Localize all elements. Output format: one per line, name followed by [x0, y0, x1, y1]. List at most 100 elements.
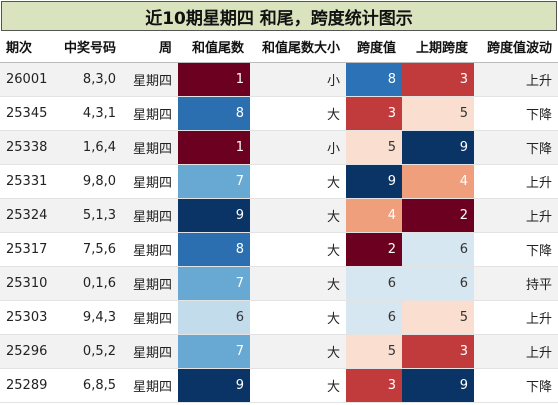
cell-sum-tail-size: 大	[250, 164, 346, 199]
cell-numbers: 8,3,0	[56, 62, 122, 97]
cell-span: 9	[346, 164, 402, 199]
cell-weekday: 星期四	[122, 130, 178, 165]
cell-period: 25345	[0, 96, 56, 131]
cell-prev-span: 2	[402, 198, 474, 233]
cell-weekday: 星期四	[122, 96, 178, 131]
cell-span-trend: 上升	[474, 300, 558, 335]
cell-span-trend: 上升	[474, 62, 558, 97]
cell-sum-tail: 6	[178, 300, 250, 335]
cell-sum-tail: 7	[178, 266, 250, 301]
header-period: 期次	[0, 31, 56, 63]
cell-sum-tail-size: 大	[250, 198, 346, 233]
table-row: 25303 9,4,3 星期四 6 大 6 5 上升	[0, 300, 558, 335]
cell-prev-span: 5	[402, 96, 474, 131]
cell-span-trend: 持平	[474, 266, 558, 301]
cell-span: 6	[346, 266, 402, 301]
cell-weekday: 星期四	[122, 198, 178, 233]
table-row: 25296 0,5,2 星期四 7 大 5 3 上升	[0, 334, 558, 369]
header-sum-tail-size: 和值尾数大小	[250, 31, 346, 63]
cell-span: 6	[346, 300, 402, 335]
cell-span: 3	[346, 368, 402, 403]
cell-weekday: 星期四	[122, 266, 178, 301]
cell-weekday: 星期四	[122, 62, 178, 97]
cell-period: 25317	[0, 232, 56, 267]
cell-numbers: 6,8,5	[56, 368, 122, 403]
cell-prev-span: 9	[402, 368, 474, 403]
cell-sum-tail: 8	[178, 96, 250, 131]
cell-numbers: 4,3,1	[56, 96, 122, 131]
cell-sum-tail: 8	[178, 232, 250, 267]
cell-numbers: 0,5,2	[56, 334, 122, 369]
cell-period: 25296	[0, 334, 56, 369]
table-row: 25338 1,6,4 星期四 1 小 5 9 下降	[0, 130, 558, 165]
cell-numbers: 0,1,6	[56, 266, 122, 301]
cell-span-trend: 上升	[474, 198, 558, 233]
cell-weekday: 星期四	[122, 164, 178, 199]
cell-prev-span: 9	[402, 130, 474, 165]
table-row: 25317 7,5,6 星期四 8 大 2 6 下降	[0, 232, 558, 267]
cell-prev-span: 6	[402, 232, 474, 267]
cell-sum-tail: 9	[178, 368, 250, 403]
table-row: 25289 6,8,5 星期四 9 大 3 9 下降	[0, 368, 558, 403]
cell-weekday: 星期四	[122, 368, 178, 403]
cell-prev-span: 4	[402, 164, 474, 199]
cell-period: 25338	[0, 130, 56, 165]
cell-span-trend: 下降	[474, 96, 558, 131]
page-title: 近10期星期四 和尾，跨度统计图示	[1, 1, 557, 31]
cell-sum-tail-size: 大	[250, 266, 346, 301]
cell-sum-tail-size: 小	[250, 62, 346, 97]
cell-sum-tail-size: 大	[250, 334, 346, 369]
table-row: 25331 9,8,0 星期四 7 大 9 4 上升	[0, 164, 558, 199]
cell-span: 8	[346, 62, 402, 97]
cell-weekday: 星期四	[122, 232, 178, 267]
cell-sum-tail-size: 小	[250, 130, 346, 165]
cell-sum-tail: 9	[178, 198, 250, 233]
cell-sum-tail: 7	[178, 334, 250, 369]
cell-sum-tail-size: 大	[250, 368, 346, 403]
cell-numbers: 5,1,3	[56, 198, 122, 233]
cell-numbers: 9,4,3	[56, 300, 122, 335]
cell-period: 25289	[0, 368, 56, 403]
cell-sum-tail-size: 大	[250, 232, 346, 267]
header-span-trend: 跨度值波动	[474, 31, 558, 63]
cell-span: 4	[346, 198, 402, 233]
cell-weekday: 星期四	[122, 300, 178, 335]
cell-period: 26001	[0, 62, 56, 97]
cell-prev-span: 3	[402, 62, 474, 97]
cell-prev-span: 6	[402, 266, 474, 301]
cell-period: 25324	[0, 198, 56, 233]
cell-span: 5	[346, 130, 402, 165]
cell-period: 25303	[0, 300, 56, 335]
cell-sum-tail: 7	[178, 164, 250, 199]
cell-numbers: 9,8,0	[56, 164, 122, 199]
cell-period: 25331	[0, 164, 56, 199]
table-row: 25345 4,3,1 星期四 8 大 3 5 下降	[0, 96, 558, 131]
cell-prev-span: 3	[402, 334, 474, 369]
cell-period: 25310	[0, 266, 56, 301]
cell-span-trend: 下降	[474, 130, 558, 165]
cell-sum-tail-size: 大	[250, 96, 346, 131]
table-row: 25310 0,1,6 星期四 7 大 6 6 持平	[0, 266, 558, 301]
cell-numbers: 7,5,6	[56, 232, 122, 267]
cell-sum-tail: 1	[178, 62, 250, 97]
header-weekday: 周	[122, 31, 178, 63]
header-sum-tail: 和值尾数	[178, 31, 250, 63]
cell-sum-tail: 1	[178, 130, 250, 165]
cell-span: 3	[346, 96, 402, 131]
header-prev-span: 上期跨度	[402, 31, 474, 63]
cell-span-trend: 上升	[474, 164, 558, 199]
cell-span-trend: 上升	[474, 334, 558, 369]
cell-span: 5	[346, 334, 402, 369]
header-numbers: 中奖号码	[56, 31, 122, 63]
header-row: 期次 中奖号码 周 和值尾数 和值尾数大小 跨度值 上期跨度 跨度值波动	[0, 31, 558, 63]
cell-prev-span: 5	[402, 300, 474, 335]
cell-sum-tail-size: 大	[250, 300, 346, 335]
cell-span: 2	[346, 232, 402, 267]
cell-span-trend: 下降	[474, 368, 558, 403]
table-row: 25324 5,1,3 星期四 9 大 4 2 上升	[0, 198, 558, 233]
cell-weekday: 星期四	[122, 334, 178, 369]
header-span: 跨度值	[346, 31, 402, 63]
stats-table: 期次 中奖号码 周 和值尾数 和值尾数大小 跨度值 上期跨度 跨度值波动 260…	[0, 31, 558, 403]
table-row: 26001 8,3,0 星期四 1 小 8 3 上升	[0, 62, 558, 97]
cell-numbers: 1,6,4	[56, 130, 122, 165]
